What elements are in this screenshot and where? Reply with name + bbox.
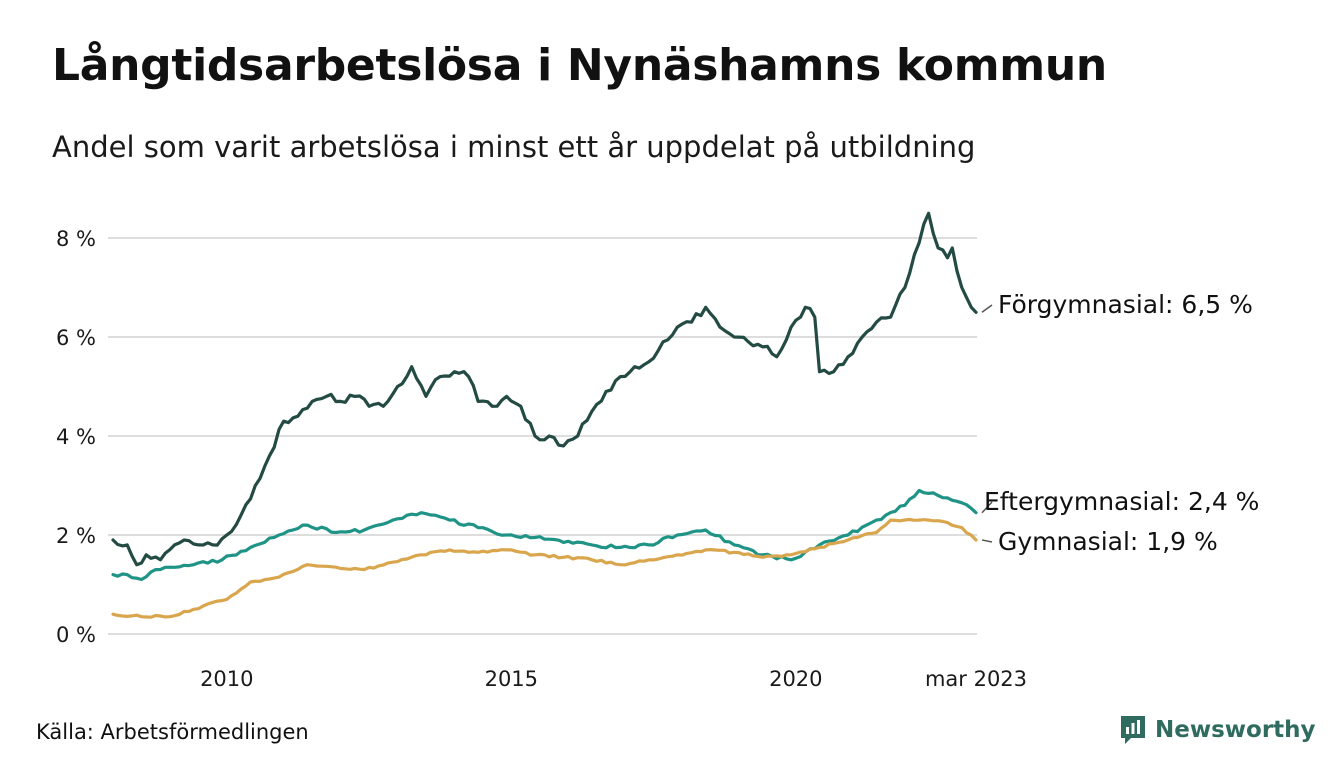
end-label-leader [981,304,993,313]
chart-title: Långtidsarbetslösa i Nynäshamns kommun [52,40,1107,91]
y-tick-label: 8 % [56,227,96,251]
chart-speech-bubble-icon [1121,716,1145,744]
series-lines [111,211,978,619]
series-line-gymnasial [111,517,978,619]
x-tick-label: 2010 [200,667,253,691]
series-line-förgymnasial [111,211,978,567]
end-labels: Förgymnasial: 6,5 % Eftergymnasial: 2,4 %… [981,290,1259,556]
end-label-leader [981,539,993,543]
y-tick-label: 2 % [56,524,96,548]
y-tick-label: 4 % [56,425,96,449]
chart-subtitle: Andel som varit arbetslösa i minst ett å… [52,130,976,164]
brand: Newsworthy [1119,714,1316,746]
gridlines [108,237,977,635]
x-tick-label: 2015 [485,667,538,691]
y-axis-ticks: 0 % 2 % 4 % 6 % 8 % [56,227,96,647]
brand-name: Newsworthy [1155,717,1316,743]
y-tick-label: 0 % [56,623,96,647]
end-label-eftergymnasial: Eftergymnasial: 2,4 % [984,487,1259,516]
end-label-gymnasial: Gymnasial: 1,9 % [998,527,1218,556]
source-credit: Källa: Arbetsförmedlingen [36,720,309,744]
series-line-eftergymnasial [111,488,978,582]
x-tick-label: mar 2023 [925,667,1027,691]
end-label-förgymnasial: Förgymnasial: 6,5 % [998,290,1253,319]
x-axis-ticks: 2010 2015 2020 mar 2023 [200,667,1027,691]
x-tick-label: 2020 [769,667,822,691]
y-tick-label: 6 % [56,326,96,350]
end-label-leader [981,501,993,514]
